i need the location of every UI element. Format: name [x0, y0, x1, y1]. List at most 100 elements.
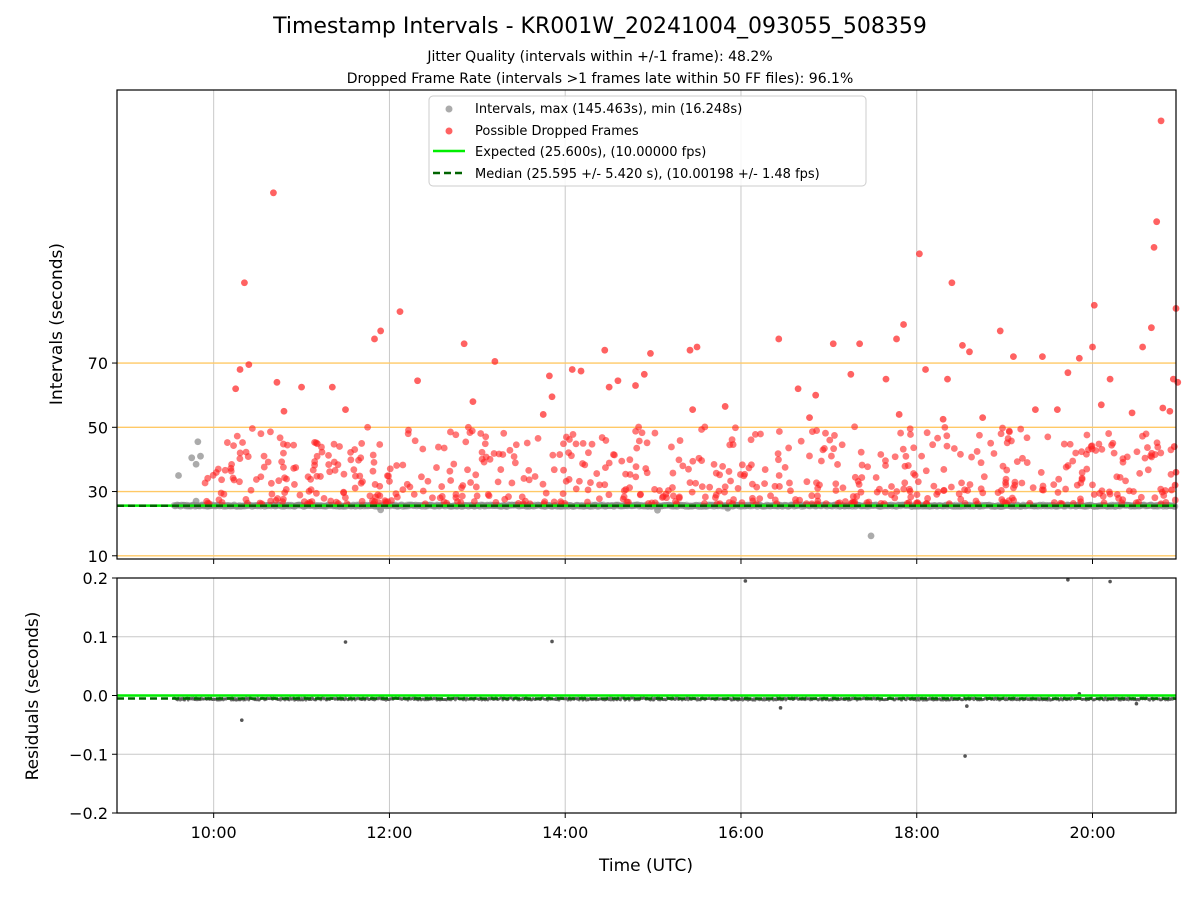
x-tick-label: 14:00: [542, 823, 588, 842]
dropped-frame-point: [695, 454, 703, 462]
dropped-frame-point: [957, 495, 965, 503]
dropped-frame-point: [596, 481, 603, 489]
dropped-frame-point: [241, 279, 248, 287]
dropped-frame-point: [819, 446, 827, 454]
dropped-frame-point: [458, 484, 465, 492]
dropped-frame-point: [774, 450, 782, 458]
dropped-frame-point: [482, 433, 490, 441]
dropped-frame-point: [313, 452, 321, 460]
dropped-frame-point: [575, 477, 583, 485]
dropped-frame-point: [679, 462, 687, 470]
dropped-frame-point: [1090, 491, 1098, 498]
dropped-frame-point: [626, 456, 634, 464]
dropped-frame-point: [976, 431, 983, 439]
dropped-frame-point: [924, 495, 932, 502]
dropped-frame-point: [689, 457, 697, 465]
dropped-frame-point: [233, 432, 241, 440]
dropped-frame-point: [559, 490, 567, 497]
dropped-frame-point: [260, 452, 268, 460]
dropped-frame-point: [572, 485, 580, 493]
dropped-frame-point: [716, 471, 724, 479]
dropped-frame-point: [1097, 401, 1105, 409]
legend-marker-intervals: [445, 105, 453, 113]
dropped-frame-point: [334, 461, 342, 469]
dropped-frame-point: [1122, 477, 1129, 485]
dropped-frame-point: [775, 335, 783, 343]
dropped-frame-point: [1003, 439, 1011, 447]
dropped-frame-point: [236, 478, 243, 486]
dropped-frame-point: [1160, 492, 1168, 499]
dropped-frame-point: [438, 493, 446, 500]
dropped-frame-point: [510, 453, 518, 460]
dropped-frame-point: [296, 491, 304, 499]
dropped-frame-point: [922, 366, 929, 373]
dropped-frame-point: [411, 437, 419, 445]
dropped-frame-point: [595, 495, 603, 503]
dropped-frame-point: [308, 498, 316, 505]
legend-marker-dropped: [445, 127, 453, 135]
dropped-frame-point: [915, 250, 923, 258]
bottom-y-axis-label: Residuals (seconds): [23, 612, 43, 781]
dropped-frame-point: [414, 377, 421, 385]
legend-label-expected: Expected (25.600s), (10.00000 fps): [475, 145, 706, 160]
dropped-frame-point: [830, 445, 838, 453]
dropped-frame-point: [882, 457, 889, 465]
chart-title: Timestamp Intervals - KR001W_20241004_09…: [273, 14, 927, 39]
dropped-frame-point: [447, 477, 455, 484]
dropped-frame-point: [745, 464, 753, 472]
dropped-frame-point: [803, 478, 811, 486]
dropped-frame-point: [457, 499, 465, 506]
dropped-frame-point: [370, 458, 378, 466]
dropped-frame-point: [1060, 440, 1068, 448]
dropped-frame-point: [929, 441, 937, 449]
dropped-frame-point: [732, 424, 739, 432]
dropped-frame-point: [706, 483, 714, 491]
dropped-frame-point: [500, 429, 508, 437]
dropped-frame-point: [643, 439, 651, 447]
dropped-frame-point: [834, 461, 841, 468]
interval-point: [175, 472, 182, 479]
dropped-frame-point: [854, 477, 862, 485]
dropped-frame-point: [901, 462, 909, 470]
dropped-frame-point: [228, 460, 236, 468]
dropped-frame-point: [501, 495, 509, 503]
dropped-frame-point: [1141, 454, 1149, 462]
dropped-frame-point: [692, 479, 700, 487]
dropped-frame-point: [466, 429, 474, 437]
dropped-frame-point: [270, 189, 277, 197]
dropped-frame-point: [470, 498, 478, 505]
dropped-frame-point: [399, 461, 407, 469]
dropped-frame-point: [1144, 444, 1151, 451]
top-y-tick-label: 70: [88, 354, 108, 373]
dropped-frame-point: [336, 443, 343, 450]
dropped-frame-point: [775, 472, 783, 479]
dropped-frame-point: [1168, 486, 1176, 494]
dropped-frame-point: [356, 472, 364, 480]
dropped-frame-point: [525, 476, 533, 484]
dropped-frame-point: [280, 440, 287, 448]
dropped-frame-point: [313, 440, 321, 448]
dropped-frame-point: [900, 485, 908, 493]
dropped-frame-point: [218, 499, 226, 506]
dropped-frame-point: [934, 488, 942, 496]
dropped-frame-point: [364, 423, 371, 431]
dropped-frame-point: [923, 429, 931, 437]
dropped-frame-point: [672, 497, 679, 505]
legend-box: [428, 95, 867, 187]
dropped-frame-point: [948, 279, 956, 287]
dropped-frame-point: [632, 463, 640, 471]
dropped-frame-point: [201, 479, 209, 487]
dropped-frame-point: [1139, 343, 1147, 351]
dropped-frame-point: [245, 361, 253, 369]
dropped-frame-point: [273, 378, 281, 386]
dropped-frame-point: [351, 446, 359, 453]
dropped-frame-point: [635, 423, 643, 431]
dropped-frame-point: [918, 452, 926, 460]
dropped-frame-point: [230, 476, 238, 484]
dropped-frame-point: [232, 385, 240, 393]
dropped-frame-point: [891, 453, 899, 461]
dropped-frame-point: [460, 340, 468, 348]
dropped-frame-point: [727, 477, 734, 485]
dropped-frame-point: [358, 440, 366, 447]
dropped-frame-point: [761, 480, 768, 488]
